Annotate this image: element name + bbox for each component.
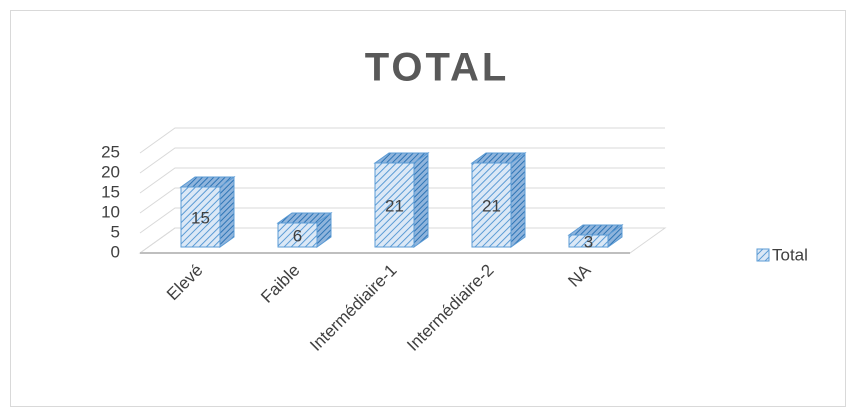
y-tick-label: 20 — [101, 162, 120, 181]
bar-front — [277, 222, 318, 248]
data-label: 21 — [482, 196, 501, 215]
data-label: 6 — [293, 226, 302, 245]
legend-label: Total — [772, 245, 808, 264]
grid-line — [139, 147, 665, 174]
y-tick-label: 0 — [111, 242, 120, 261]
bar-front — [568, 234, 609, 248]
data-label: 15 — [191, 208, 210, 227]
data-label: 3 — [584, 232, 593, 251]
bar — [567, 224, 624, 248]
bar-side — [510, 152, 526, 248]
data-label: 21 — [385, 196, 404, 215]
y-tick-label: 15 — [101, 182, 120, 201]
legend-swatch — [756, 248, 770, 262]
y-tick-label: 5 — [111, 222, 120, 241]
bar-front — [374, 162, 415, 248]
bar — [276, 212, 333, 248]
bar-front — [180, 186, 221, 248]
y-tick-label: 10 — [101, 202, 120, 221]
y-tick-label: 25 — [101, 142, 120, 161]
bar-side — [413, 152, 429, 248]
bar-front — [471, 162, 512, 248]
bar-side — [219, 176, 235, 248]
grid-line — [139, 127, 665, 154]
bar — [179, 176, 236, 248]
chart-title: TOTAL — [365, 46, 510, 90]
bar — [470, 152, 527, 248]
bar — [373, 152, 430, 248]
